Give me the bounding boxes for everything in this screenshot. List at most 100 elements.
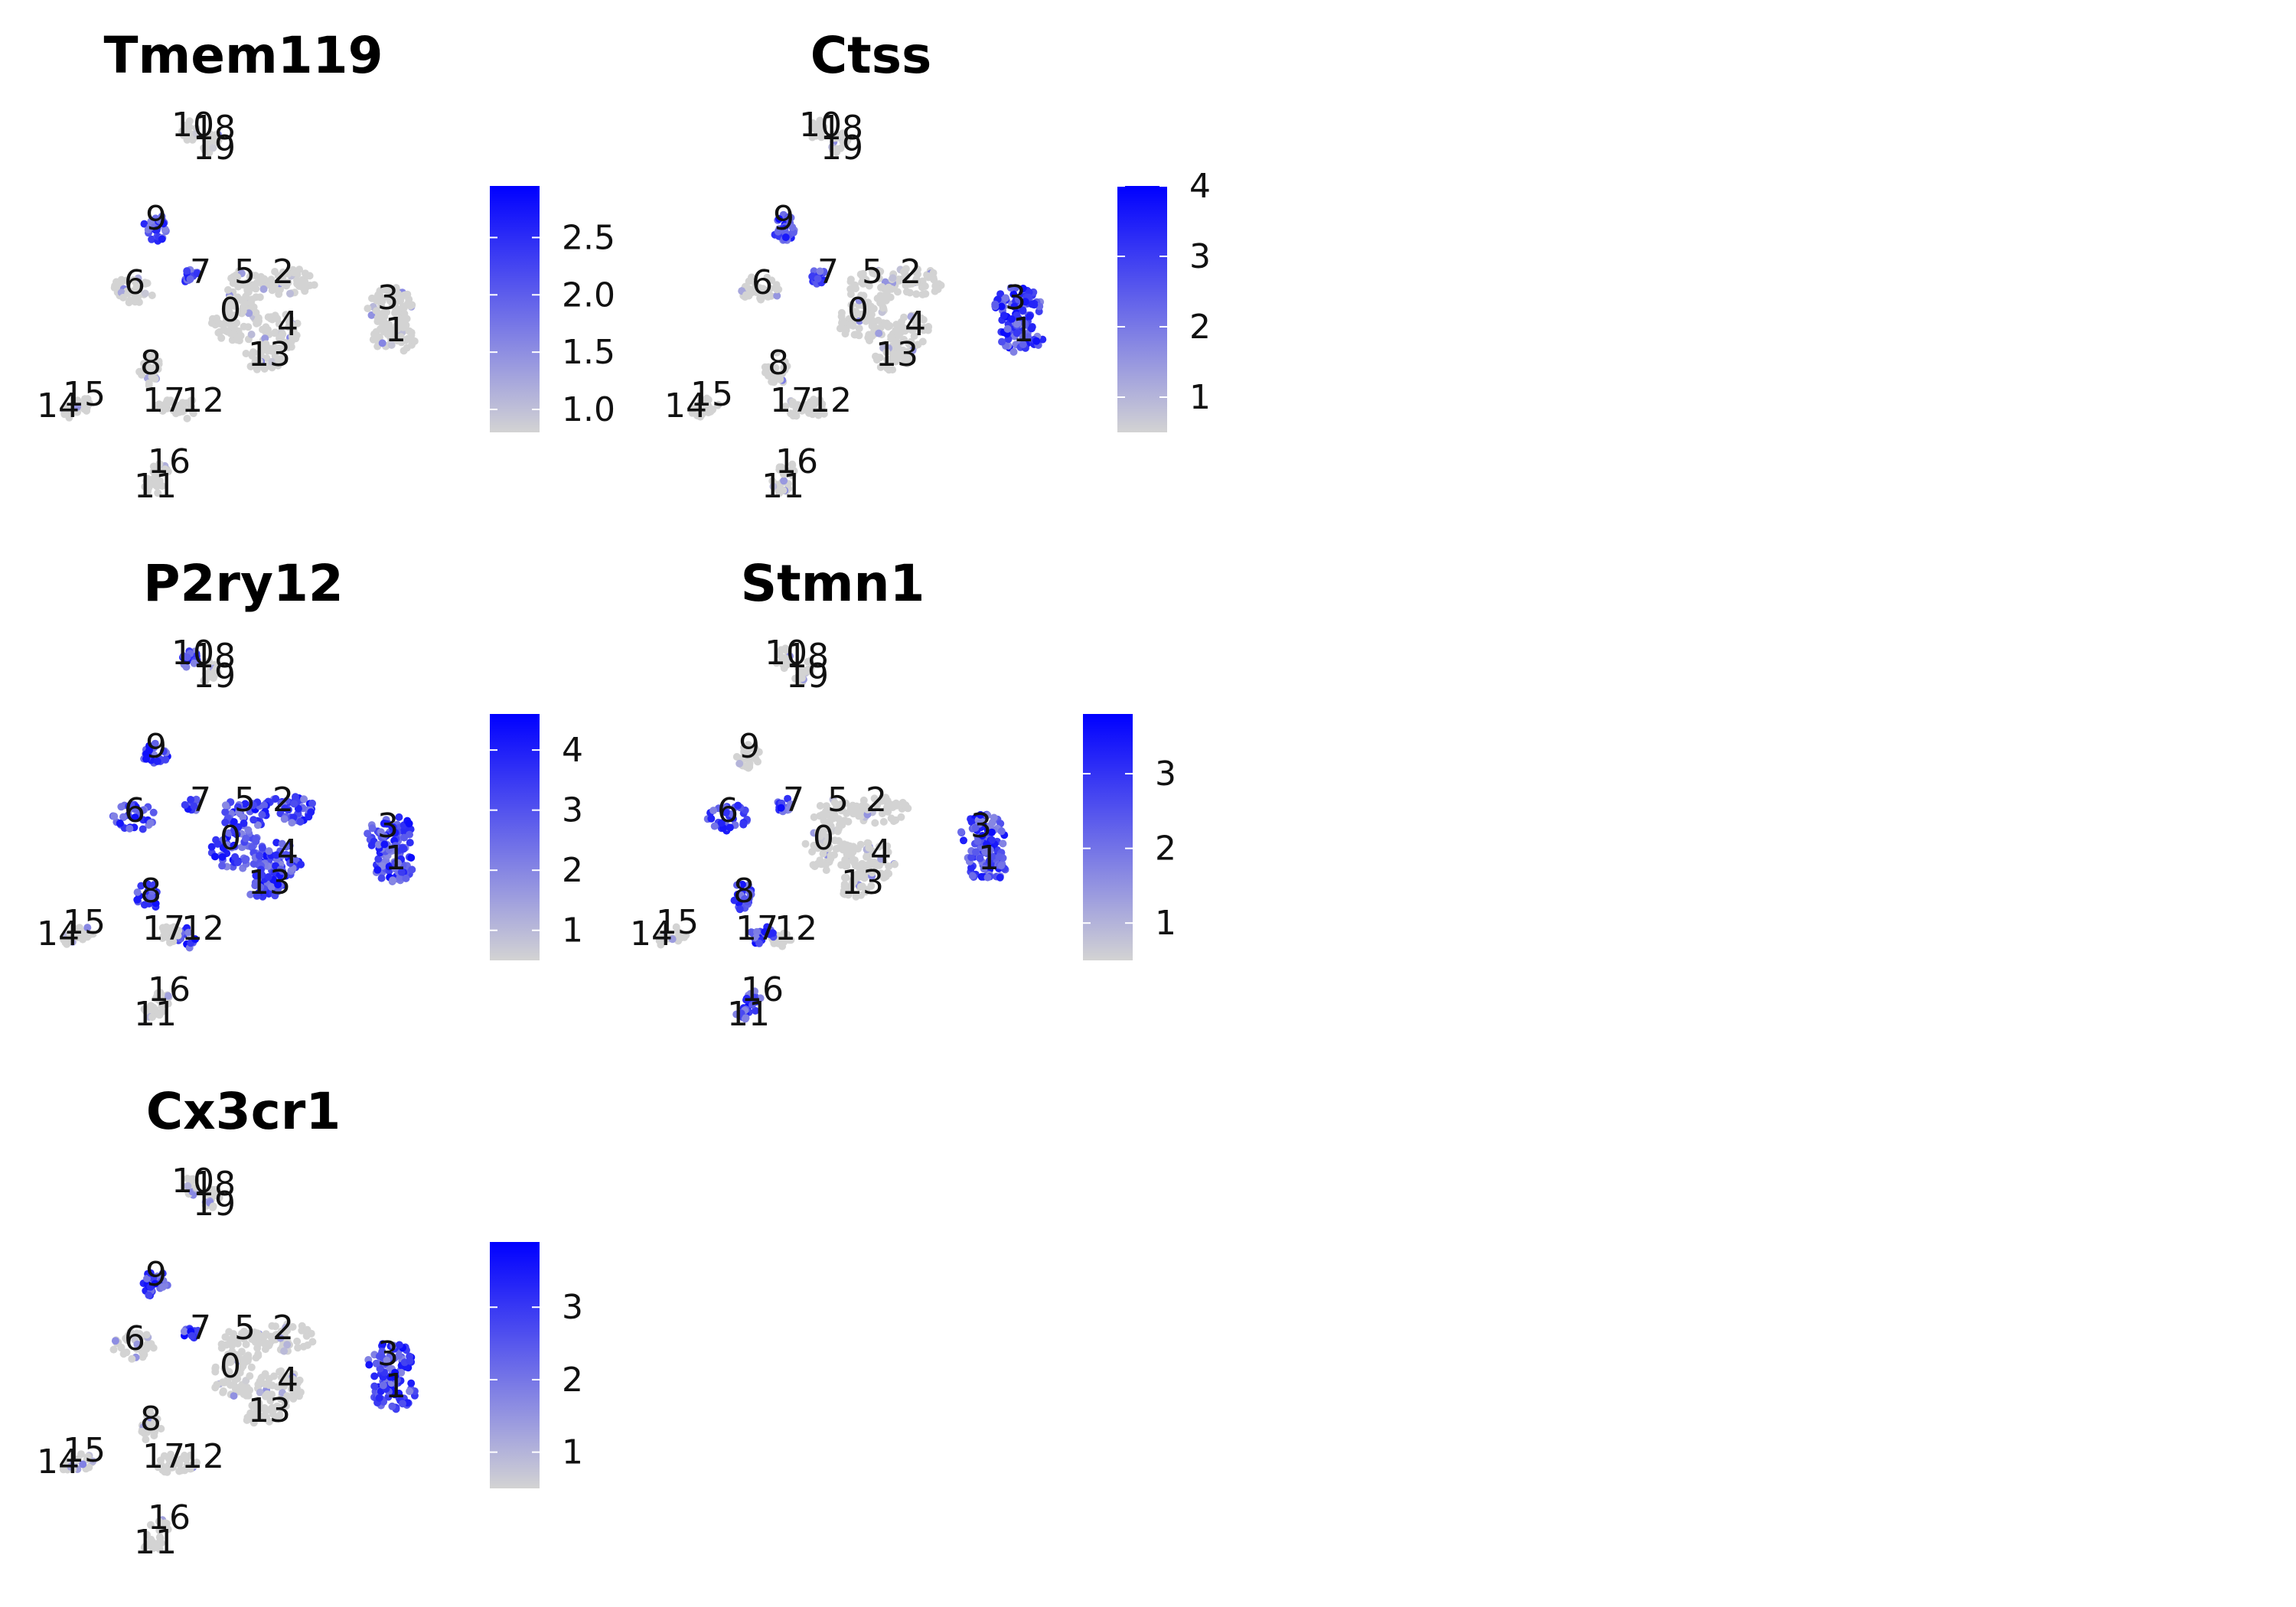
cell-point	[762, 286, 771, 295]
cell-point	[382, 820, 390, 828]
cell-point	[1024, 333, 1032, 341]
cell-point	[742, 291, 750, 299]
cell-point	[396, 337, 404, 345]
cell-point	[1021, 298, 1029, 306]
cell-point	[246, 1372, 254, 1380]
cell-point	[907, 337, 915, 346]
cluster-label-3: 3	[377, 1335, 399, 1374]
colorbar-tick-label: 1	[1189, 378, 1211, 417]
cell-point	[187, 796, 195, 804]
cluster-label-3: 3	[377, 807, 399, 846]
cluster-label-12: 12	[181, 909, 224, 948]
cell-point	[183, 653, 191, 661]
cell-point	[61, 938, 70, 947]
cell-point	[300, 795, 308, 804]
cell-point	[878, 283, 886, 291]
cell-point	[182, 121, 191, 129]
cell-point	[1014, 295, 1022, 304]
cell-point	[374, 840, 383, 849]
cell-point	[261, 1370, 269, 1378]
cluster-label-15: 15	[690, 375, 733, 414]
cell-point	[166, 396, 174, 405]
cell-point	[380, 840, 389, 849]
panel-title: P2ry12	[143, 554, 344, 613]
cell-point	[368, 824, 377, 833]
cell-point	[284, 269, 292, 278]
cell-point	[854, 845, 863, 853]
cell-point	[192, 124, 201, 132]
cell-point	[1002, 294, 1009, 302]
cell-point	[902, 281, 910, 289]
cell-point	[230, 1392, 238, 1400]
cell-point	[109, 1345, 118, 1354]
cell-point	[781, 403, 790, 411]
cell-point	[256, 883, 265, 892]
cell-point	[773, 348, 781, 357]
cell-point	[1013, 329, 1021, 337]
cluster-label-2: 2	[900, 253, 921, 292]
cluster-label-6: 6	[124, 1319, 145, 1358]
cell-point	[146, 819, 155, 827]
cell-point	[833, 827, 842, 836]
cell-point	[1013, 320, 1021, 328]
cell-point	[272, 794, 280, 803]
colorbar-tick-label: 1	[1155, 904, 1176, 943]
cell-point	[242, 1354, 250, 1362]
cell-point	[272, 851, 281, 859]
cell-point	[779, 486, 788, 494]
cell-point	[893, 288, 902, 296]
cell-point	[252, 837, 260, 846]
cluster-label-5: 5	[234, 781, 256, 820]
cell-point	[868, 332, 876, 341]
cell-point	[856, 317, 864, 325]
cell-point	[867, 311, 876, 319]
cell-point	[957, 828, 965, 836]
cell-point	[233, 273, 242, 281]
cell-point	[405, 820, 413, 828]
cluster-label-16: 16	[775, 442, 818, 481]
cell-point	[65, 411, 73, 419]
cell-point	[142, 755, 150, 763]
cell-point	[281, 338, 289, 347]
cell-point	[150, 350, 158, 358]
cell-point	[151, 1006, 159, 1014]
cell-point	[869, 269, 877, 277]
cluster-label-13: 13	[248, 335, 291, 374]
cell-point	[849, 810, 857, 818]
cell-point	[875, 274, 883, 282]
cell-point	[377, 828, 385, 836]
cell-point	[127, 800, 135, 809]
cluster-label-16: 16	[148, 442, 191, 481]
cell-point	[221, 808, 230, 817]
cell-point	[248, 352, 256, 360]
cell-point	[408, 865, 416, 874]
cluster-label-3: 3	[377, 279, 399, 318]
cell-point	[193, 269, 201, 278]
cell-point	[919, 315, 928, 324]
cell-point	[275, 357, 283, 365]
cell-point	[901, 327, 909, 335]
colorbar-tick-label: 3	[562, 1288, 583, 1327]
cluster-label-10: 10	[171, 106, 214, 145]
colorbar-tick-label: 3	[562, 791, 583, 830]
cell-point	[150, 881, 158, 889]
cell-point	[125, 298, 133, 307]
panel-title: Ctss	[810, 26, 932, 85]
cell-point	[908, 326, 917, 334]
cell-point	[1019, 306, 1027, 315]
cell-point	[297, 860, 305, 869]
cell-point	[745, 285, 753, 293]
cell-point	[296, 817, 305, 826]
cluster-label-9: 9	[145, 727, 167, 766]
cell-point	[788, 223, 797, 231]
cell-point	[865, 282, 873, 290]
cell-point	[145, 379, 153, 387]
cell-point	[147, 356, 155, 364]
cell-point	[397, 868, 406, 876]
cell-point	[286, 289, 294, 298]
cell-point	[889, 817, 898, 826]
cell-point	[155, 400, 163, 409]
cell-point	[907, 312, 915, 321]
